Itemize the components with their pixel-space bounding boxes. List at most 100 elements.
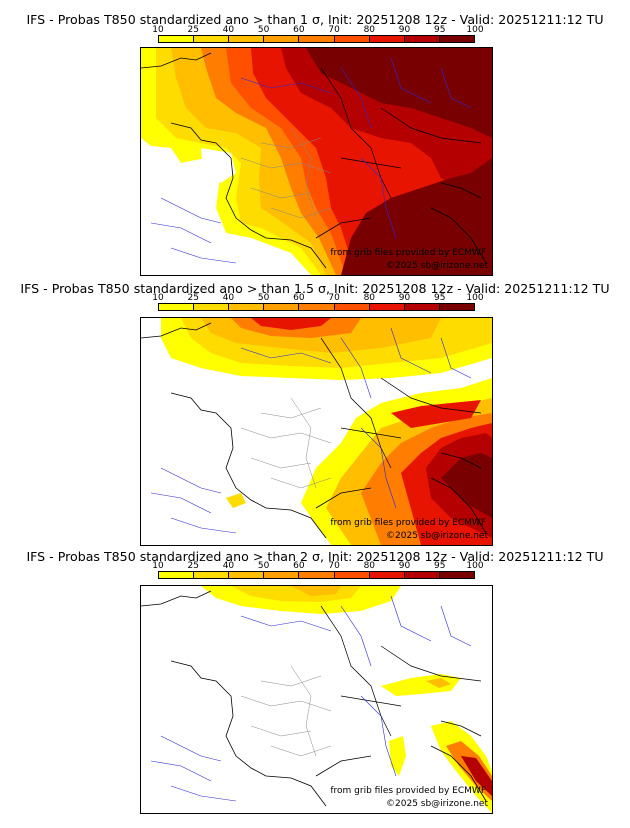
prob-area-west-spot xyxy=(226,493,246,508)
colorbar-tick: 10 xyxy=(152,561,164,571)
region-border xyxy=(240,665,332,757)
colorbar-segment xyxy=(159,572,195,578)
colorbar-segment xyxy=(229,36,265,42)
colorbar-tick: 100 xyxy=(466,561,484,571)
panel-title: IFS - Probas T850 standardized ano > tha… xyxy=(26,549,604,564)
colorbar-ticks: 10 25 40 50 60 70 80 90 95 100 xyxy=(152,561,483,572)
no-signal-area xyxy=(141,138,311,275)
river xyxy=(150,327,472,534)
colorbar-segment xyxy=(194,304,230,310)
colorbar xyxy=(158,303,475,311)
colorbar-tick: 70 xyxy=(328,561,340,571)
colorbar-tick: 95 xyxy=(434,561,446,571)
colorbar-segment xyxy=(299,36,335,42)
colorbar-segment xyxy=(439,572,474,578)
colorbar-tick: 25 xyxy=(187,561,199,571)
colorbar-tick: 50 xyxy=(257,561,270,571)
colorbar-segment xyxy=(299,572,335,578)
colorbar-tick: 25 xyxy=(187,25,199,35)
colorbar-tick: 10 xyxy=(152,293,164,303)
panel-1: IFS - Probas T850 standardized ano > tha… xyxy=(0,0,630,276)
colorbar-segment xyxy=(404,36,440,42)
river xyxy=(150,595,472,802)
colorbar-tick: 60 xyxy=(293,561,305,571)
credit-copyright: ©2025 sb@irizone.net xyxy=(386,531,488,541)
colorbar-tick: 80 xyxy=(363,561,376,571)
colorbar-tick: 80 xyxy=(363,25,376,35)
region-border xyxy=(240,397,332,489)
probability-map: from grib files provided by ECMWF ©2025 … xyxy=(140,47,493,276)
colorbar-tick: 90 xyxy=(398,25,411,35)
colorbar-tick: 95 xyxy=(434,25,446,35)
panel-title: IFS - Probas T850 standardized ano > tha… xyxy=(20,281,610,296)
colorbar-segment xyxy=(229,572,265,578)
colorbar xyxy=(158,571,475,579)
credit-copyright: ©2025 sb@irizone.net xyxy=(386,261,488,271)
colorbar-segment xyxy=(404,304,440,310)
colorbar-segment xyxy=(194,36,230,42)
panel-2: IFS - Probas T850 standardized ano > tha… xyxy=(0,276,630,546)
colorbar-segment xyxy=(334,36,370,42)
colorbar-tick: 50 xyxy=(257,25,270,35)
probability-field xyxy=(201,586,492,813)
colorbar-segment xyxy=(404,572,440,578)
colorbar-segment xyxy=(334,572,370,578)
colorbar-segment xyxy=(334,304,370,310)
colorbar-segment xyxy=(264,36,300,42)
probability-field xyxy=(141,48,492,275)
region-border xyxy=(240,127,332,219)
colorbar-tick: 60 xyxy=(293,25,305,35)
country-border xyxy=(320,67,482,199)
prob-area-60-italy xyxy=(446,741,492,801)
credit-copyright: ©2025 sb@irizone.net xyxy=(386,799,488,809)
colorbar-tick: 90 xyxy=(398,293,411,303)
borders xyxy=(141,322,487,539)
colorbar-segment xyxy=(369,572,405,578)
country-border xyxy=(320,605,482,737)
prob-area-95-south xyxy=(441,453,492,518)
borders xyxy=(141,590,487,807)
credit-source: from grib files provided by ECMWF xyxy=(330,518,486,528)
colorbar-tick: 40 xyxy=(222,293,235,303)
colorbar-tick: 80 xyxy=(363,293,376,303)
coastline xyxy=(141,590,487,807)
coastline xyxy=(141,52,487,269)
colorbar-segment xyxy=(264,572,300,578)
colorbar-segment xyxy=(229,304,265,310)
colorbar-segment xyxy=(369,304,405,310)
colorbar-segment xyxy=(159,304,195,310)
prob-area-10-corsica xyxy=(389,736,406,776)
colorbar-segment xyxy=(299,304,335,310)
prob-area-90-italy xyxy=(461,756,492,796)
prob-area-95-south xyxy=(341,158,492,275)
colorbar-tick: 70 xyxy=(328,293,340,303)
credit-source: from grib files provided by ECMWF xyxy=(330,248,486,258)
probability-map: from grib files provided by ECMWF ©2025 … xyxy=(140,317,493,546)
prob-area-40 xyxy=(291,586,341,596)
colorbar-tick: 100 xyxy=(466,25,484,35)
panel-title: IFS - Probas T850 standardized ano > tha… xyxy=(26,12,604,27)
colorbar-tick: 40 xyxy=(222,25,235,35)
colorbar-ticks: 10 25 40 50 60 70 80 90 95 100 xyxy=(152,293,483,304)
colorbar-ticks: 10 25 40 50 60 70 80 90 95 100 xyxy=(152,25,483,36)
colorbar-tick: 10 xyxy=(152,25,164,35)
colorbar-segment xyxy=(369,36,405,42)
colorbar-tick: 70 xyxy=(328,25,340,35)
colorbar-tick: 90 xyxy=(398,561,411,571)
colorbar-tick: 60 xyxy=(293,293,305,303)
panel-3: IFS - Probas T850 standardized ano > tha… xyxy=(0,546,630,818)
coastline xyxy=(141,322,487,539)
borders xyxy=(141,52,487,269)
colorbar-tick: 25 xyxy=(187,293,199,303)
colorbar-segment xyxy=(439,304,474,310)
colorbar-segment xyxy=(194,572,230,578)
colorbar-tick: 100 xyxy=(466,293,484,303)
prob-area-80 xyxy=(251,318,331,330)
river xyxy=(150,57,472,264)
colorbar-tick: 40 xyxy=(222,561,235,571)
colorbar-tick: 95 xyxy=(434,293,446,303)
colorbar-tick: 50 xyxy=(257,293,270,303)
no-signal-bay xyxy=(201,148,236,183)
prob-area-95 xyxy=(306,48,492,138)
colorbar-segment xyxy=(159,36,195,42)
